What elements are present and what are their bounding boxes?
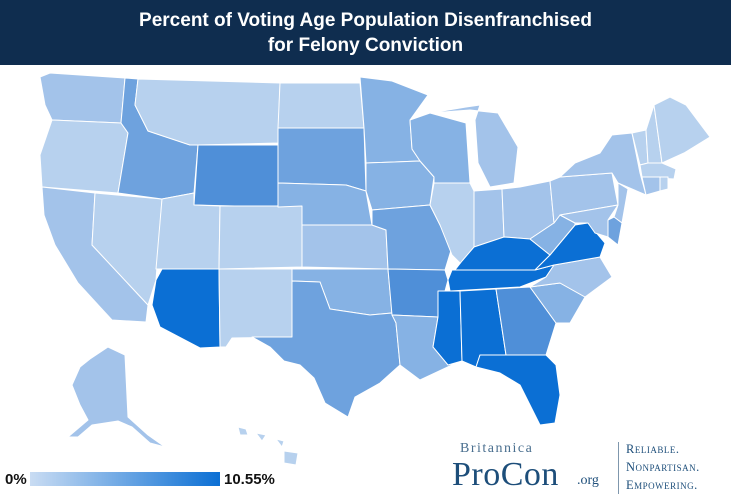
procon-suffix: .org [577, 473, 599, 488]
legend-max-label: 10.55% [224, 471, 275, 488]
state-de [607, 216, 623, 246]
tagline-reliable: Reliable. [626, 442, 680, 456]
title-line-1: Percent of Voting Age Population Disenfr… [139, 9, 592, 31]
us-choropleth-map [39, 72, 711, 465]
state-mi [429, 104, 519, 188]
state-hi [237, 426, 299, 465]
state-nm [218, 268, 293, 348]
legend-gradient-bar [30, 472, 220, 486]
tagline-nonpartisan: Nonpartisan. [626, 460, 700, 474]
color-legend: 0% 10.55% [0, 466, 290, 496]
title-line-2: for Felony Conviction [267, 34, 464, 56]
state-nd [277, 82, 365, 129]
state-ri [659, 176, 669, 192]
state-wa [39, 72, 126, 124]
state-ga [495, 286, 557, 356]
state-fl [475, 354, 561, 426]
legend-min-label: 0% [5, 471, 27, 488]
logo-divider [618, 442, 619, 494]
tagline-empowering: Empowering. [626, 478, 698, 492]
state-nv [91, 192, 163, 306]
state-az [151, 268, 221, 349]
state-wy [193, 144, 279, 208]
procon-name: ProCon [452, 456, 559, 493]
state-sd [277, 127, 367, 192]
state-tx [251, 280, 401, 418]
state-ak [67, 346, 166, 448]
state-md [559, 204, 619, 238]
state-me [653, 96, 711, 164]
map-title: Percent of Voting Age Population Disenfr… [0, 0, 731, 65]
state-co [218, 205, 303, 270]
procon-logo: Britannica ProCon .org Reliable. Nonpart… [452, 440, 727, 496]
state-ny [559, 132, 647, 196]
britannica-label: Britannica [460, 441, 534, 456]
state-or [39, 119, 129, 194]
state-ia [365, 160, 435, 211]
state-ks [301, 224, 389, 270]
